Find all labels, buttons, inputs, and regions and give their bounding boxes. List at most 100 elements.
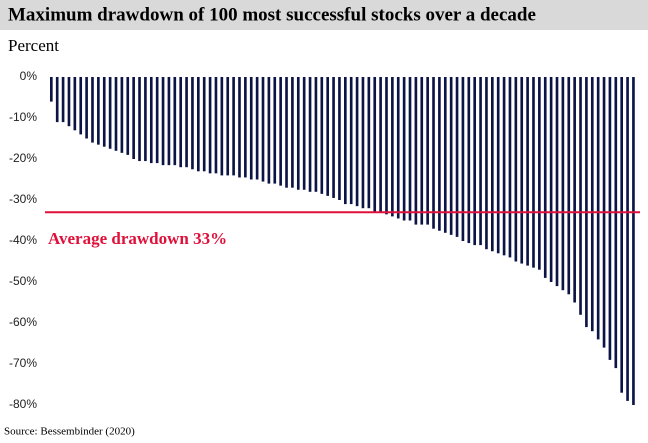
bar xyxy=(561,77,565,291)
bar xyxy=(526,77,529,266)
bar xyxy=(579,77,582,315)
bar xyxy=(61,77,65,123)
bar xyxy=(367,77,371,209)
bar xyxy=(114,77,118,151)
bar xyxy=(302,77,306,190)
bar xyxy=(249,77,253,180)
bar xyxy=(244,77,247,178)
bar xyxy=(326,77,330,196)
bar xyxy=(126,77,130,155)
y-tick-label: -10% xyxy=(9,110,37,124)
bar xyxy=(202,77,206,172)
bar xyxy=(149,77,153,164)
bar xyxy=(520,77,524,264)
bar xyxy=(120,77,124,153)
bar xyxy=(461,77,465,241)
bar xyxy=(102,77,106,147)
bar xyxy=(338,77,341,200)
bar xyxy=(238,77,241,178)
bar xyxy=(279,77,282,186)
bar xyxy=(426,77,429,225)
reference-label: Average drawdown 33% xyxy=(48,229,227,248)
bar xyxy=(549,77,553,282)
bar xyxy=(179,77,183,168)
bar xyxy=(391,77,394,217)
bar xyxy=(214,77,218,174)
bar xyxy=(296,77,300,190)
bar xyxy=(373,77,377,213)
y-tick-label: -20% xyxy=(9,151,37,165)
bar xyxy=(191,77,194,170)
y-tick-label: 0% xyxy=(20,69,38,83)
bar xyxy=(514,77,518,262)
source: Source: Bessembinder (2020) xyxy=(4,426,135,438)
bar xyxy=(443,77,447,233)
y-tick-label: -50% xyxy=(9,274,37,288)
bar xyxy=(91,77,94,143)
bar xyxy=(502,77,506,256)
bar xyxy=(314,77,318,192)
bar xyxy=(538,77,541,270)
bar xyxy=(432,77,435,229)
bar xyxy=(291,77,294,188)
bar xyxy=(485,77,488,250)
bar xyxy=(402,77,406,221)
bar xyxy=(132,77,135,159)
y-tick-label: -80% xyxy=(9,397,37,411)
bar xyxy=(379,77,382,213)
bar xyxy=(155,77,159,164)
bar xyxy=(590,77,594,332)
bar xyxy=(73,77,77,131)
bar xyxy=(79,77,83,135)
bar xyxy=(596,77,600,340)
bar xyxy=(273,77,277,184)
bar xyxy=(479,77,482,246)
bar xyxy=(55,77,59,123)
bar xyxy=(543,77,547,278)
bar xyxy=(355,77,359,207)
bar xyxy=(532,77,535,268)
bar xyxy=(496,77,500,254)
bar xyxy=(85,77,88,139)
bar xyxy=(226,77,230,176)
bar xyxy=(138,77,141,162)
bar xyxy=(255,77,259,180)
chart-subtitle: Percent xyxy=(8,36,59,55)
bar xyxy=(97,77,100,145)
bar xyxy=(197,77,200,172)
bar xyxy=(467,77,471,244)
y-tick-label: -60% xyxy=(9,315,37,329)
y-tick-label: -30% xyxy=(9,192,37,206)
bar xyxy=(344,77,347,205)
bar xyxy=(626,77,629,401)
bar xyxy=(396,77,400,219)
bar xyxy=(50,77,53,102)
bar xyxy=(385,77,388,215)
bar xyxy=(491,77,494,252)
bar xyxy=(555,77,559,287)
bar xyxy=(349,77,353,205)
bar xyxy=(173,77,177,166)
bar xyxy=(67,77,71,127)
y-tick-label: -40% xyxy=(9,233,37,247)
bar xyxy=(161,77,165,166)
bar xyxy=(438,77,441,231)
bar xyxy=(220,77,224,176)
bar xyxy=(573,77,576,303)
bar xyxy=(320,77,324,194)
bar xyxy=(232,77,235,176)
bar xyxy=(167,77,171,166)
bar xyxy=(144,77,147,162)
bar xyxy=(614,77,618,369)
bar xyxy=(108,77,112,149)
bar xyxy=(361,77,365,209)
bar xyxy=(608,77,612,360)
bar xyxy=(185,77,188,168)
bar xyxy=(585,77,588,328)
bar xyxy=(620,77,624,393)
bar xyxy=(473,77,477,246)
bar xyxy=(261,77,265,182)
chart-title: Maximum drawdown of 100 most successful … xyxy=(8,4,536,25)
bar xyxy=(408,77,412,221)
